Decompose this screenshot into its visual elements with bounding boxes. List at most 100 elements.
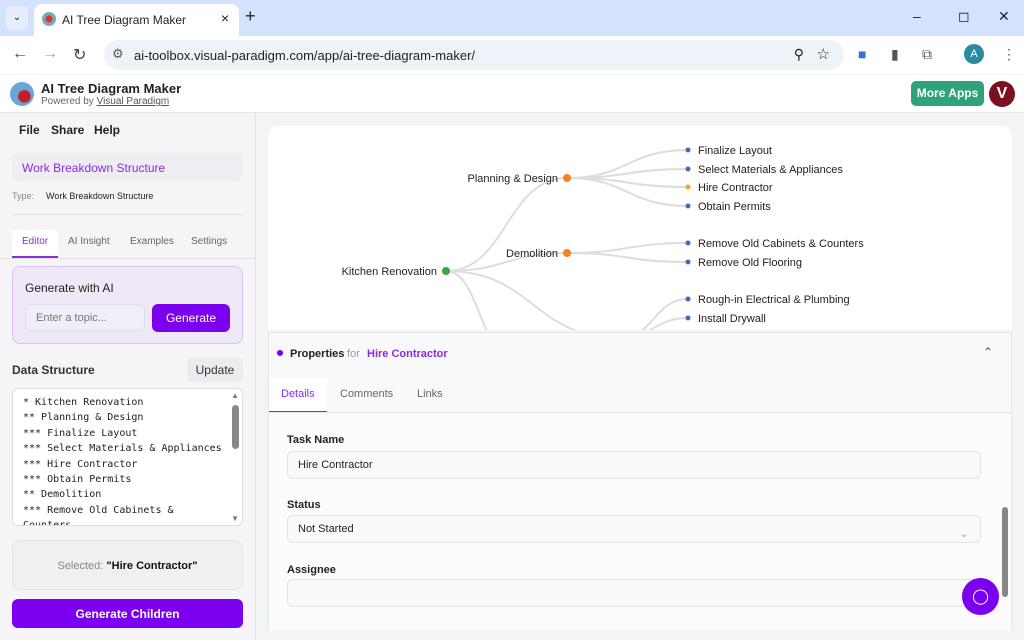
kebab-menu-icon[interactable]: ⋮	[1002, 46, 1016, 62]
extension-icon[interactable]: ■	[858, 46, 867, 62]
data-structure-editor[interactable]: * Kitchen Renovation ** Planning & Desig…	[12, 388, 243, 526]
scroll-up-icon[interactable]: ▲	[231, 391, 239, 400]
browser-toolbar: ← → ↻ ⚙ ai-toolbox.visual-paradigm.com/a…	[0, 36, 1024, 74]
menu-help[interactable]: Help	[94, 123, 121, 137]
app-title: AI Tree Diagram Maker	[41, 81, 182, 96]
status-label: Status	[287, 499, 321, 511]
tree-edge[interactable]	[445, 270, 513, 330]
leaf-node[interactable]	[685, 259, 691, 265]
tab-comments[interactable]: Comments	[340, 388, 394, 400]
collapse-chevron-icon[interactable]: ⌃	[982, 345, 993, 359]
powered-by: Powered by Visual Paradigm	[41, 96, 169, 107]
leaf-node[interactable]	[685, 166, 691, 172]
app-header: AI Tree Diagram Maker Powered by Visual …	[0, 75, 1024, 113]
leaf-node-label[interactable]: Obtain Permits	[698, 201, 771, 213]
tab-editor[interactable]: Editor	[12, 230, 59, 258]
site-settings-icon[interactable]: ⚙	[112, 46, 124, 61]
branch-node[interactable]	[563, 249, 571, 257]
tree-edge[interactable]	[445, 252, 568, 272]
maximize-icon[interactable]: ◻	[958, 8, 970, 24]
leaf-node-label[interactable]: Hire Contractor	[698, 182, 773, 194]
leaf-node[interactable]	[685, 203, 691, 209]
tree-edge[interactable]	[445, 270, 620, 330]
reload-icon[interactable]: ↻	[73, 47, 87, 64]
assignee-label: Assignee	[287, 564, 336, 576]
scroll-down-icon[interactable]: ▼	[231, 514, 239, 523]
topic-input[interactable]	[25, 304, 145, 331]
assignee-input[interactable]	[287, 579, 981, 607]
leaf-node[interactable]	[685, 147, 691, 153]
task-name-input[interactable]	[287, 451, 981, 479]
status-value: Not Started	[298, 523, 354, 535]
branch-node-label[interactable]: Planning & Design	[467, 173, 558, 185]
menu-share[interactable]: Share	[51, 123, 85, 137]
url-text[interactable]: ai-toolbox.visual-paradigm.com/app/ai-tr…	[134, 48, 476, 63]
data-structure-text[interactable]: * Kitchen Renovation ** Planning & Desig…	[23, 397, 222, 526]
scrollbar-thumb[interactable]	[232, 405, 239, 449]
extensions-puzzle-icon[interactable]: ⧉	[922, 46, 932, 62]
branch-node-label[interactable]: Demolition	[506, 248, 558, 260]
chat-bubble-icon[interactable]: ◯	[962, 578, 999, 615]
zoom-icon[interactable]: ⚲	[793, 46, 804, 62]
scrollbar-thumb[interactable]	[1002, 507, 1008, 597]
tab-links[interactable]: Links	[417, 388, 443, 400]
tree-edge[interactable]	[566, 168, 689, 179]
update-button[interactable]: Update	[187, 357, 243, 382]
tree-edge[interactable]	[566, 252, 689, 263]
tab-examples[interactable]: Examples	[130, 236, 174, 247]
profile-avatar[interactable]: A	[964, 44, 984, 64]
visual-paradigm-link[interactable]: Visual Paradigm	[96, 96, 170, 107]
leaf-node-label[interactable]: Remove Old Flooring	[698, 257, 802, 269]
leaf-node-label[interactable]: Rough-in Electrical & Plumbing	[698, 294, 850, 306]
comment-extension-icon[interactable]: ▮	[891, 46, 899, 62]
close-tab-icon[interactable]: ×	[220, 10, 229, 26]
tree-edge[interactable]	[566, 177, 689, 207]
browser-tab[interactable]: AI Tree Diagram Maker ×	[34, 4, 239, 36]
leaf-node[interactable]	[685, 240, 691, 246]
tree-diagram[interactable]: Kitchen Renovation Planning & Design Final…	[268, 126, 1012, 330]
status-select[interactable]: Not Started ⌄	[287, 515, 981, 543]
leaf-node-label[interactable]: Remove Old Cabinets & Counters	[698, 238, 864, 250]
type-value: Work Breakdown Structure	[46, 191, 154, 201]
generate-children-button[interactable]: Generate Children	[12, 599, 243, 628]
tab-details[interactable]: Details	[269, 378, 327, 413]
minimize-icon[interactable]: –	[913, 8, 921, 24]
leaf-node[interactable]	[685, 184, 691, 190]
root-node-label[interactable]: Kitchen Renovation	[342, 266, 437, 278]
tree-edge[interactable]	[566, 242, 689, 254]
user-avatar[interactable]: V	[989, 81, 1015, 107]
chevron-down-icon: ⌄	[959, 529, 968, 540]
leaf-node-label[interactable]: Select Materials & Appliances	[698, 164, 843, 176]
bookmark-star-icon[interactable]: ☆	[816, 46, 830, 63]
properties-dot-icon	[277, 350, 283, 356]
more-apps-button[interactable]: More Apps	[911, 81, 984, 106]
close-window-icon[interactable]: ✕	[998, 8, 1010, 24]
tab-settings[interactable]: Settings	[191, 236, 228, 247]
selected-node-box: Selected: "Hire Contractor"	[12, 540, 243, 590]
favicon-icon	[42, 12, 56, 26]
leaf-node-label[interactable]: Install Drywall	[698, 313, 766, 325]
root-node[interactable]	[442, 267, 450, 275]
menu-file[interactable]: File	[19, 123, 40, 137]
branch-node[interactable]	[563, 174, 571, 182]
type-label: Type:	[12, 191, 35, 201]
tree-edge[interactable]	[445, 177, 568, 272]
leaf-node[interactable]	[685, 315, 691, 321]
generate-heading: Generate with AI	[25, 281, 114, 295]
address-bar[interactable]: ⚙ ai-toolbox.visual-paradigm.com/app/ai-…	[104, 40, 844, 70]
browser-tab-bar: ⌄ AI Tree Diagram Maker × + – ◻ ✕	[0, 0, 1024, 36]
visual-paradigm-logo	[10, 82, 34, 106]
new-tab-icon[interactable]: +	[245, 6, 256, 26]
leaf-node-label[interactable]: Finalize Layout	[698, 145, 772, 157]
properties-for: for	[347, 348, 360, 360]
diagram-name[interactable]: Work Breakdown Structure	[12, 153, 243, 181]
forward-icon[interactable]: →	[42, 45, 58, 62]
tree-edge[interactable]	[620, 298, 689, 330]
tab-search-chevron-icon[interactable]: ⌄	[6, 6, 28, 30]
leaf-node[interactable]	[685, 296, 691, 302]
tree-edge[interactable]	[620, 317, 689, 330]
back-icon[interactable]: ←	[12, 45, 28, 62]
diagram-canvas[interactable]: Kitchen Renovation Planning & Design Final…	[268, 126, 1012, 330]
generate-button[interactable]: Generate	[152, 304, 230, 332]
tab-ai-insight[interactable]: AI Insight	[68, 236, 110, 247]
